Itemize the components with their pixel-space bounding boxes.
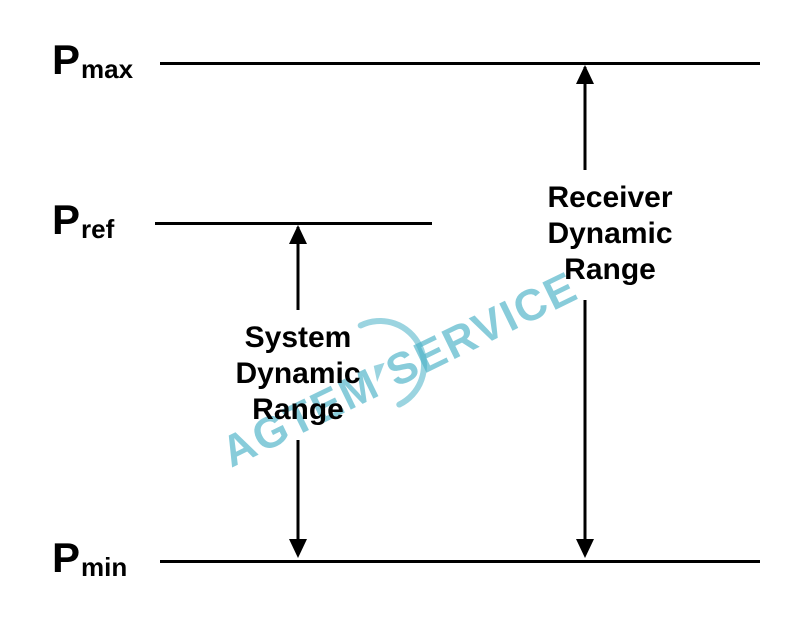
label-system-line2: Dynamic	[235, 356, 360, 392]
label-receiver-dynamic-range: Receiver Dynamic Range	[547, 180, 672, 288]
label-receiver-line1: Receiver	[547, 180, 672, 216]
label-system-dynamic-range: System Dynamic Range	[235, 320, 360, 428]
label-system-line1: System	[235, 320, 360, 356]
label-receiver-line2: Dynamic	[547, 216, 672, 252]
label-system-line3: Range	[235, 392, 360, 428]
arrow-receiver-dynamic-range	[0, 0, 810, 628]
label-receiver-line3: Range	[547, 252, 672, 288]
